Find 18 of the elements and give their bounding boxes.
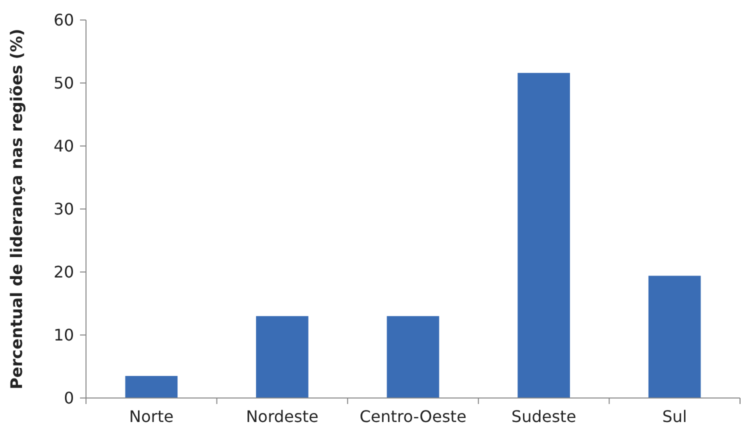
y-tick-label: 30 [54, 200, 74, 219]
y-tick-label: 20 [54, 262, 74, 282]
bar [518, 72, 570, 398]
x-tick-label: Sudeste [511, 407, 576, 426]
x-tick-label: Sul [662, 407, 687, 426]
x-tick-label: Nordeste [246, 407, 318, 426]
x-tick-label: Centro-Oeste [360, 407, 466, 426]
y-tick-label: 60 [54, 10, 74, 30]
y-tick-label: 10 [54, 326, 74, 345]
bar [648, 276, 701, 398]
y-tick-label: 50 [54, 74, 74, 93]
bar [125, 376, 178, 398]
bar [386, 316, 440, 398]
y-tick-label: 0 [64, 388, 74, 408]
y-tick-label: 40 [54, 136, 74, 156]
x-tick-label: Norte [129, 407, 174, 426]
bar [256, 316, 308, 398]
y-axis-title: Percentual de liderança nas regiões (%) [7, 28, 26, 390]
